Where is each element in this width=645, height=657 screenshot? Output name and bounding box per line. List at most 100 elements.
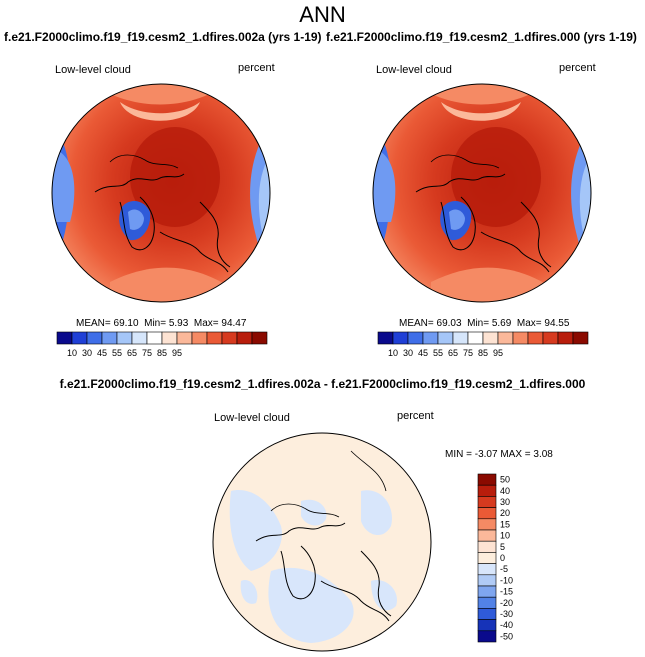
panel-left-colorbar-tick-label: 85 bbox=[157, 348, 167, 358]
panel-left-units: percent bbox=[238, 62, 275, 74]
panel-left-max: 94.47 bbox=[221, 318, 247, 329]
difference-colorbar-swatch bbox=[477, 619, 497, 632]
panel-right-colorbar-swatch bbox=[497, 331, 514, 345]
panel-right-colorbar-swatch bbox=[377, 331, 394, 345]
panel-right-min: 5.69 bbox=[491, 318, 512, 329]
panel-right-colorbar-swatch bbox=[557, 331, 574, 345]
panel-left-colorbar-swatch bbox=[116, 331, 133, 345]
panel-left-min: 5.93 bbox=[168, 318, 189, 329]
difference-colorbar-swatch bbox=[477, 596, 497, 609]
difference-colorbar-swatch bbox=[477, 608, 497, 620]
panel-left-stats: MEAN= 69.10 Min= 5.93 Max= 94.47 bbox=[76, 318, 246, 329]
panel-left-variable: Low-level cloud bbox=[55, 64, 131, 76]
difference-colorbar-tick-label: 20 bbox=[500, 508, 510, 518]
difference-colorbar-tick-label: -30 bbox=[500, 609, 513, 619]
panel-left-case-title: f.e21.F2000climo.f19_f19.cesm2_1.dfires.… bbox=[4, 30, 322, 44]
panel-left-mean: 69.10 bbox=[113, 318, 139, 329]
difference-colorbar-tick-label: 30 bbox=[500, 497, 510, 507]
panel-left-min-label: Min= bbox=[144, 318, 167, 329]
panel-right-variable: Low-level cloud bbox=[376, 64, 452, 76]
panel-right-colorbar-tick-label: 30 bbox=[403, 348, 413, 358]
difference-colorbar-tick-label: 40 bbox=[500, 486, 510, 496]
panel-left-colorbar-swatch bbox=[191, 331, 208, 345]
panel-right-max-label: Max= bbox=[516, 318, 542, 329]
difference-colorbar-swatch bbox=[477, 473, 497, 486]
difference-min-label: MIN = bbox=[445, 449, 472, 460]
difference-colorbar-tick-label: -50 bbox=[500, 631, 513, 641]
panel-right-colorbar-tick-label: 45 bbox=[418, 348, 428, 358]
panel-right-colorbar-tick-label: 85 bbox=[478, 348, 488, 358]
panel-left-colorbar-swatch bbox=[221, 331, 238, 345]
panel-left-colorbar-tick-label: 95 bbox=[172, 348, 182, 358]
panel-left-colorbar-tick-label: 75 bbox=[142, 348, 152, 358]
panel-right-colorbar-swatch bbox=[467, 331, 484, 345]
panel-right-colorbar-swatch bbox=[512, 331, 529, 345]
panel-right-colorbar: 10 30 45 55 65 75 85 95 bbox=[377, 331, 589, 358]
panel-left-colorbar: 10 30 45 55 65 75 85 95 bbox=[56, 331, 268, 358]
difference-colorbar-swatch bbox=[477, 630, 497, 643]
difference-colorbar-tick-label: -40 bbox=[500, 620, 513, 630]
panel-left-colorbar-tick-label: 30 bbox=[82, 348, 92, 358]
panel-left-colorbar-swatch bbox=[56, 331, 73, 345]
difference-colorbar-tick-label: -10 bbox=[500, 575, 513, 585]
panel-left-colorbar-swatch bbox=[86, 331, 103, 345]
panel-right-colorbar-swatch bbox=[482, 331, 499, 345]
panel-left-colorbar-swatch bbox=[251, 331, 268, 345]
panel-left-colorbar-tick-label: 65 bbox=[127, 348, 137, 358]
difference-colorbar-swatch bbox=[477, 585, 497, 598]
panel-left-colorbar-tick-label: 45 bbox=[97, 348, 107, 358]
panel-left-colorbar-swatch bbox=[146, 331, 163, 345]
panel-left-colorbar-swatch bbox=[161, 331, 178, 345]
difference-colorbar-tick-label: 5 bbox=[500, 542, 505, 552]
panel-right-colorbar-swatch bbox=[422, 331, 439, 345]
difference-colorbar-swatch bbox=[477, 552, 497, 564]
panel-right-colorbar-swatch bbox=[452, 331, 469, 345]
difference-max-label: MAX = bbox=[500, 449, 531, 460]
panel-right-polar-map bbox=[372, 83, 592, 303]
difference-max: 3.08 bbox=[533, 449, 553, 460]
panel-right-colorbar-tick-label: 95 bbox=[493, 348, 503, 358]
panel-left-polar-map bbox=[51, 83, 271, 303]
panel-right-colorbar-swatch bbox=[392, 331, 409, 345]
panel-right-colorbar-tick-label: 10 bbox=[388, 348, 398, 358]
difference-colorbar-swatch bbox=[477, 574, 497, 587]
difference-polar-map bbox=[212, 432, 432, 652]
difference-colorbar-swatch bbox=[477, 529, 497, 542]
difference-colorbar-tick-label: -5 bbox=[500, 564, 508, 574]
panel-left-colorbar-swatch bbox=[206, 331, 223, 345]
panel-right-colorbar-tick-label: 55 bbox=[433, 348, 443, 358]
panel-right-colorbar-swatch bbox=[572, 331, 589, 345]
difference-colorbar-tick-label: 50 bbox=[500, 475, 510, 485]
panel-right-max: 94.55 bbox=[544, 318, 570, 329]
difference-colorbar-swatch bbox=[477, 507, 497, 520]
panel-right-colorbar-swatch bbox=[542, 331, 559, 345]
panel-left-mean-label: MEAN= bbox=[76, 318, 111, 329]
panel-right-mean: 69.03 bbox=[436, 318, 462, 329]
panel-right-mean-label: MEAN= bbox=[399, 318, 434, 329]
difference-units: percent bbox=[397, 410, 434, 422]
difference-colorbar-swatch bbox=[477, 484, 497, 497]
difference-colorbar-swatch bbox=[477, 540, 497, 553]
difference-colorbar-swatch bbox=[477, 496, 497, 508]
difference-variable: Low-level cloud bbox=[214, 412, 290, 424]
difference-title: f.e21.F2000climo.f19_f19.cesm2_1.dfires.… bbox=[59, 377, 586, 391]
difference-colorbar-swatch bbox=[477, 518, 497, 531]
panel-right-colorbar-tick-label: 65 bbox=[448, 348, 458, 358]
panel-left-colorbar-swatch bbox=[71, 331, 88, 345]
panel-right-units: percent bbox=[559, 62, 596, 74]
panel-right-colorbar-swatch bbox=[437, 331, 454, 345]
panel-right-min-label: Min= bbox=[467, 318, 490, 329]
panel-right-case-title: f.e21.F2000climo.f19_f19.cesm2_1.dfires.… bbox=[326, 30, 637, 44]
page-title: ANN bbox=[299, 2, 346, 27]
panel-left-colorbar-swatch bbox=[176, 331, 193, 345]
difference-colorbar-swatch bbox=[477, 563, 497, 576]
panel-left-colorbar-tick-label: 10 bbox=[67, 348, 77, 358]
difference-colorbar-tick-label: 10 bbox=[500, 531, 510, 541]
panel-left-max-label: Max= bbox=[193, 318, 219, 329]
panel-right-colorbar-swatch bbox=[407, 331, 424, 345]
panel-right-colorbar-swatch bbox=[527, 331, 544, 345]
difference-colorbar-tick-label: -20 bbox=[500, 598, 513, 608]
panel-left-colorbar-swatch bbox=[101, 331, 118, 345]
difference-colorbar-tick-label: 0 bbox=[500, 553, 505, 563]
